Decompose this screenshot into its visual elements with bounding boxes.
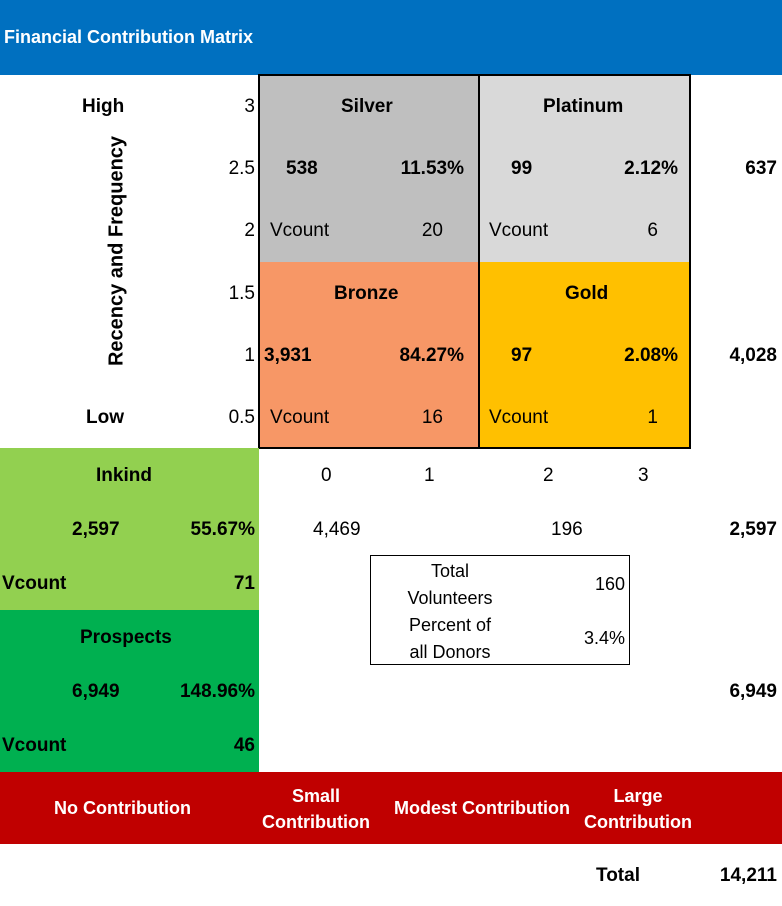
platinum-name: Platinum xyxy=(543,96,624,117)
prospects-vcount: 46 xyxy=(233,735,255,756)
silver-percent: 11.53% xyxy=(400,158,464,179)
inkind-name: Inkind xyxy=(96,465,152,486)
silver-vcount: 20 xyxy=(421,220,443,241)
prospects-count: 6,949 xyxy=(72,681,120,702)
platinum-percent: 2.12% xyxy=(624,158,678,179)
y-tick: 2 xyxy=(244,220,255,241)
y-tick: 2.5 xyxy=(228,158,255,179)
row-total-inkind: 2,597 xyxy=(729,519,777,540)
grand-total-value: 14,211 xyxy=(719,865,777,886)
prospects-block xyxy=(0,610,259,772)
volunteers-percent-label-1: Percent of xyxy=(408,615,492,635)
contribution-small-1: Small xyxy=(291,786,341,806)
y-axis-low: Low xyxy=(86,407,124,428)
y-tick: 0.5 xyxy=(228,407,255,428)
y-axis-high: High xyxy=(82,96,125,117)
bronze-percent: 84.27% xyxy=(399,345,464,366)
prospects-vcount-label: Vcount xyxy=(2,735,67,756)
y-tick: 1.5 xyxy=(228,283,255,304)
inkind-count: 2,597 xyxy=(72,519,120,540)
volunteers-total-value: 160 xyxy=(594,574,625,594)
silver-count: 538 xyxy=(286,158,318,179)
y-axis-label: Recency and Frequency xyxy=(105,135,128,367)
contribution-bar xyxy=(0,772,782,844)
contribution-modest: Modest Contribution xyxy=(394,798,570,818)
bronze-count: 3,931 xyxy=(264,345,312,366)
contribution-small-2: Contribution xyxy=(262,812,370,832)
column-total-left: 4,469 xyxy=(313,519,361,540)
grand-total-label: Total xyxy=(596,865,640,886)
volunteers-percent-label-2: all Donors xyxy=(409,642,491,662)
grid-border-top xyxy=(258,74,691,76)
platinum-count: 99 xyxy=(511,158,533,179)
inkind-vcount: 71 xyxy=(233,573,255,594)
title-bar xyxy=(0,0,782,75)
x-tick: 3 xyxy=(638,465,649,486)
silver-vcount-label: Vcount xyxy=(270,220,330,241)
row-total-upper: 637 xyxy=(745,158,777,179)
platinum-vcount-label: Vcount xyxy=(489,220,549,241)
inkind-block xyxy=(0,448,259,610)
grid-border-bottom xyxy=(258,447,691,449)
gold-count: 97 xyxy=(511,345,533,366)
x-tick: 1 xyxy=(424,465,435,486)
row-total-lower: 4,028 xyxy=(729,345,777,366)
platinum-vcount: 6 xyxy=(647,220,658,241)
prospects-name: Prospects xyxy=(80,627,172,648)
bronze-vcount: 16 xyxy=(421,407,443,428)
contribution-none: No Contribution xyxy=(54,798,191,818)
gold-name: Gold xyxy=(565,283,609,304)
quadrant-bronze xyxy=(259,262,479,448)
volunteers-box xyxy=(370,555,630,665)
page-title: Financial Contribution Matrix xyxy=(4,27,254,47)
contribution-large-2: Contribution xyxy=(584,812,692,832)
gold-vcount-label: Vcount xyxy=(489,407,549,428)
silver-name: Silver xyxy=(341,96,393,117)
grid-border-right xyxy=(689,74,691,449)
x-tick: 2 xyxy=(543,465,554,486)
gold-percent: 2.08% xyxy=(624,345,678,366)
volunteers-total-label-1: Total xyxy=(430,561,470,581)
y-tick: 3 xyxy=(244,96,255,117)
gold-vcount: 1 xyxy=(647,407,658,428)
inkind-vcount-label: Vcount xyxy=(2,573,67,594)
quadrant-platinum xyxy=(479,75,690,262)
inkind-percent: 55.67% xyxy=(190,519,255,540)
grid-divider-vertical xyxy=(478,74,480,449)
volunteers-total-label-2: Volunteers xyxy=(407,588,493,608)
prospects-percent: 148.96% xyxy=(179,681,255,702)
contribution-large-1: Large xyxy=(613,786,663,806)
quadrant-silver xyxy=(259,75,479,262)
volunteers-percent-value: 3.4% xyxy=(583,628,625,648)
row-total-prospects: 6,949 xyxy=(729,681,777,702)
bronze-name: Bronze xyxy=(334,283,399,304)
quadrant-gold xyxy=(479,262,690,448)
x-tick: 0 xyxy=(321,465,332,486)
grid-border-left xyxy=(258,74,260,449)
bronze-vcount-label: Vcount xyxy=(270,407,330,428)
y-tick: 1 xyxy=(244,345,255,366)
column-total-right: 196 xyxy=(551,519,583,540)
